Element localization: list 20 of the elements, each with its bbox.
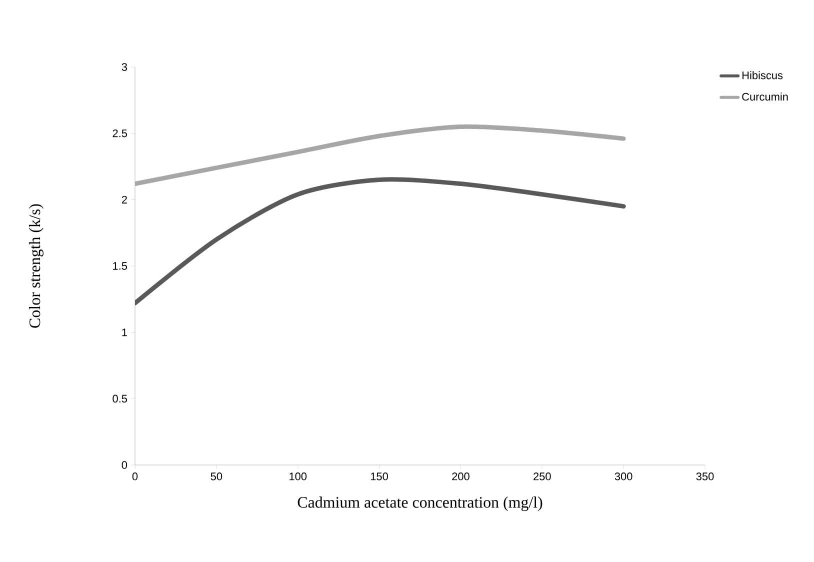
legend-label: Curcumin [742,92,788,101]
x-tick-label: 200 [452,472,470,480]
y-tick-label: 3 [122,63,127,71]
x-tick-label: 100 [290,472,307,480]
legend-label: Hibiscus [742,71,783,80]
x-tick-label: 250 [534,472,551,480]
x-tick-label: 300 [614,472,632,480]
y-tick-label: 2.5 [112,129,128,138]
x-tick-label: 0 [132,472,138,480]
x-tick-label: 350 [696,472,714,480]
x-axis-title: Cadmium acetate concentration (mg/l) [298,496,542,512]
y-tick-label: 1 [122,328,127,336]
line-series [135,177,626,306]
y-tick-label: 0 [122,461,128,469]
x-tick-label: 150 [370,472,388,480]
y-tick-label: 0.5 [112,394,128,403]
y-tick-label: 1.5 [113,262,128,270]
y-tick-label: 2 [122,196,127,204]
y-axis-title: Color strength (k/s) [28,204,44,328]
x-tick-label: 50 [210,472,222,480]
